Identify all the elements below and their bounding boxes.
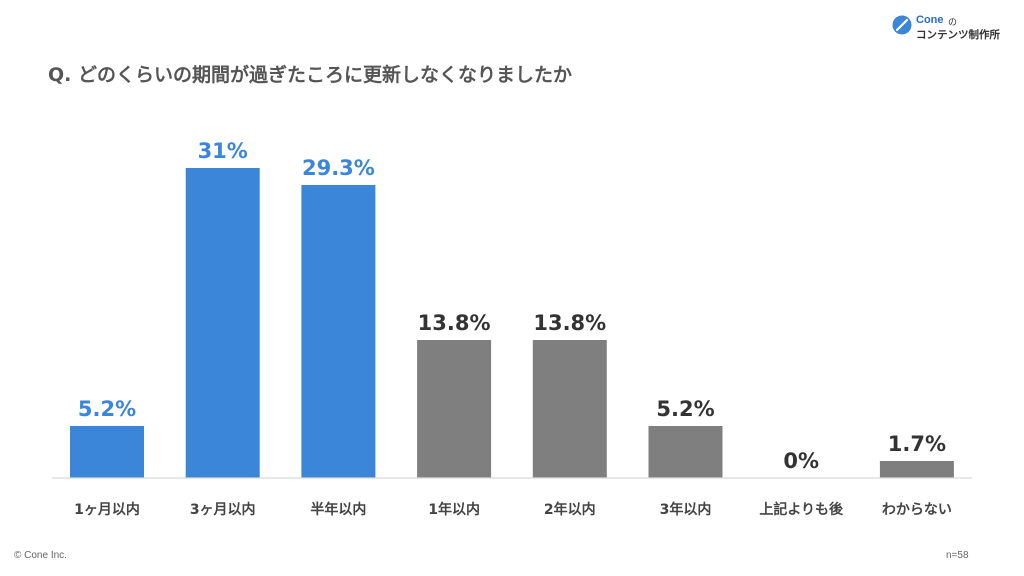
bar-group (70, 168, 954, 478)
question-title: Q. どのくらいの期間が過ぎたころに更新しなくなりましたか (48, 64, 572, 86)
bar-3 (301, 185, 376, 478)
bar-8 (879, 461, 954, 478)
category-label-4: 1年以内 (428, 501, 480, 518)
brand-name-no: の (948, 18, 958, 28)
cone-logo-icon (892, 15, 912, 35)
bar-6 (648, 426, 723, 478)
value-label-2: 31% (198, 139, 248, 163)
value-label-7: 0% (783, 449, 819, 473)
value-label-5: 13.8% (533, 311, 606, 335)
brand-name-en: Cone (916, 14, 944, 26)
value-label-8: 1.7% (888, 432, 946, 456)
copyright-text: © Cone Inc. (14, 550, 67, 561)
category-label-6: 3年以内 (660, 501, 712, 518)
category-label-5: 2年以内 (544, 501, 596, 518)
bar-5 (532, 340, 607, 478)
category-label-3: 半年以内 (310, 501, 366, 518)
bar-1 (70, 426, 144, 478)
bar-4 (417, 340, 492, 478)
value-label-6: 5.2% (656, 397, 714, 421)
brand-logo: Cone の コンテンツ制作所 (892, 14, 1012, 44)
bar-2 (185, 168, 260, 478)
sample-size-text: n=58 (946, 550, 969, 561)
value-label-3: 29.3% (302, 156, 375, 180)
category-label-2: 3ヶ月以内 (190, 501, 256, 518)
category-label-8: わからない (882, 502, 952, 518)
value-label-1: 5.2% (78, 397, 136, 421)
category-label-group: 1ヶ月以内 3ヶ月以内 半年以内 1年以内 2年以内 3年以内 上記よりも後 わからない (74, 501, 952, 518)
value-label-4: 13.8% (418, 311, 491, 335)
category-label-7: 上記よりも後 (759, 501, 844, 518)
category-label-1: 1ヶ月以内 (74, 501, 140, 518)
value-label-group: 5.2% 31% 29.3% 13.8% 13.8% 5.2% 0% 1.7% (78, 139, 946, 473)
brand-name-jp: コンテンツ制作所 (916, 29, 1000, 41)
